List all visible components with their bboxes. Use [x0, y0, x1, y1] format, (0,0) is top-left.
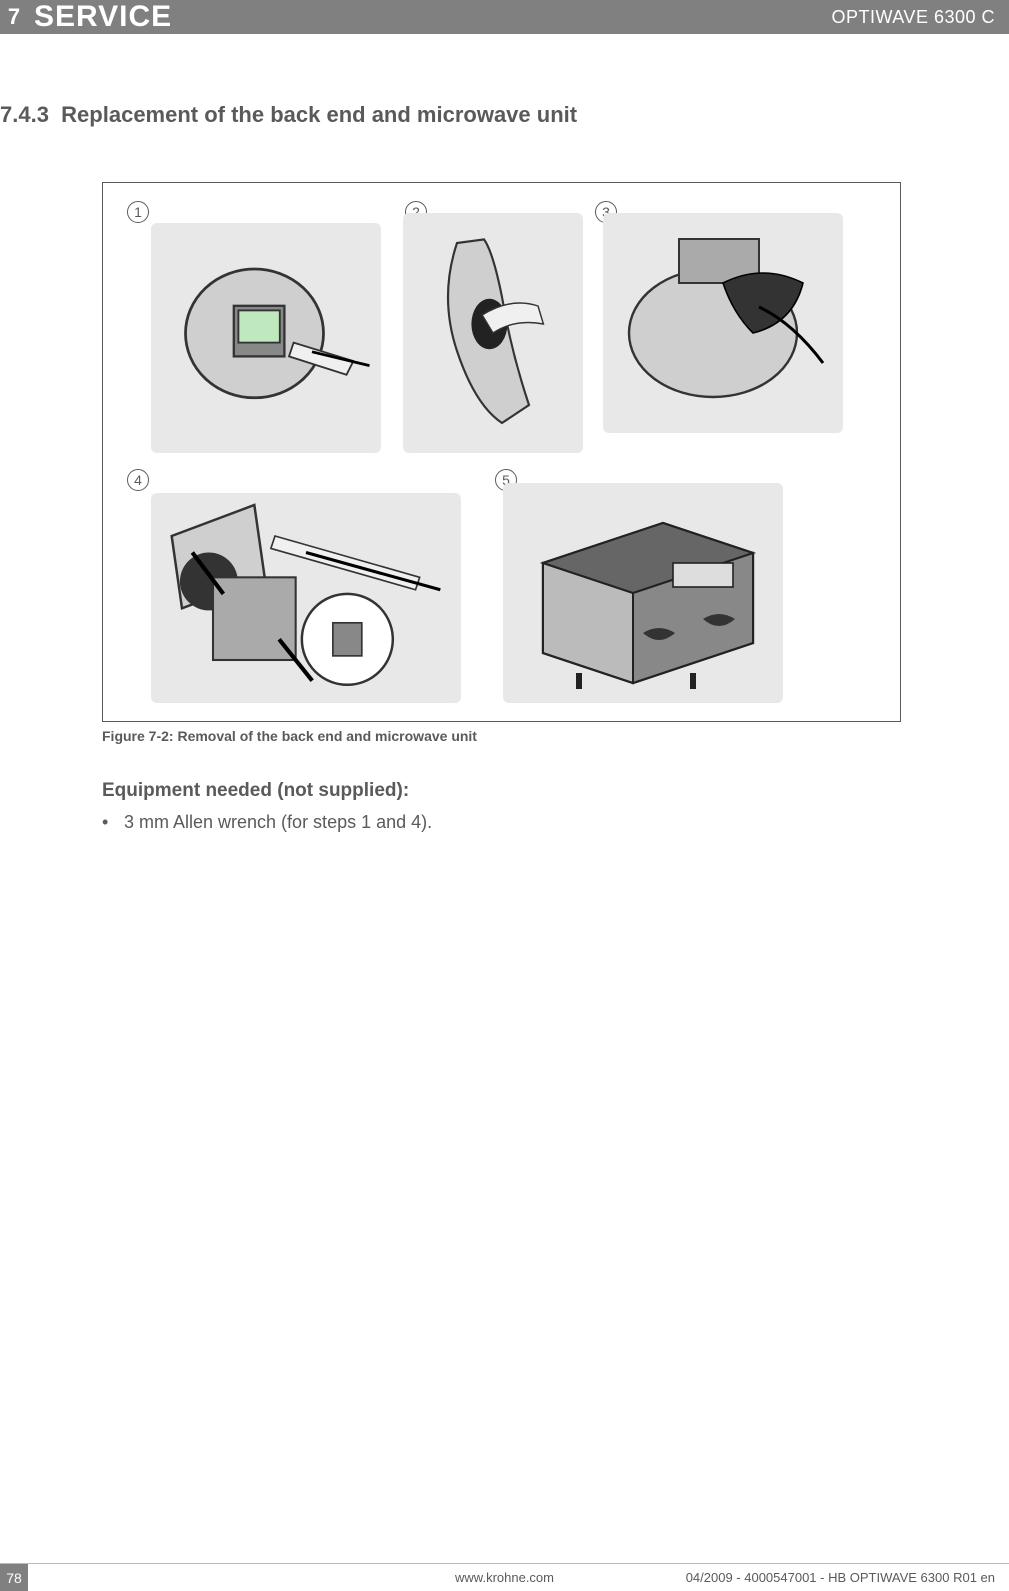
callout-1: 1: [127, 201, 149, 223]
page-header: 7 SERVICE OPTIWAVE 6300 C: [0, 0, 1009, 34]
equipment-list: 3 mm Allen wrench (for steps 1 and 4).: [102, 812, 1009, 833]
illustration-step-1: [151, 223, 381, 453]
chapter-number-box: 7: [0, 0, 28, 34]
illustration-step-2: [403, 213, 583, 453]
section-title: Replacement of the back end and microwav…: [61, 102, 577, 127]
header-spacer: [182, 0, 817, 34]
section-heading: 7.4.3 Replacement of the back end and mi…: [0, 102, 1009, 128]
chapter-number: 7: [8, 4, 20, 30]
product-name: OPTIWAVE 6300 C: [817, 0, 1009, 34]
illustration-step-3: [603, 213, 843, 433]
figure-caption: Figure 7-2: Removal of the back end and …: [102, 728, 1009, 744]
footer-doc-info: 04/2009 - 4000547001 - HB OPTIWAVE 6300 …: [686, 1570, 1009, 1585]
equipment-item: 3 mm Allen wrench (for steps 1 and 4).: [102, 812, 1009, 833]
illustration-step-4: [151, 493, 461, 703]
footer-url: www.krohne.com: [455, 1570, 554, 1585]
chapter-title: SERVICE: [28, 0, 182, 34]
section-number: 7.4.3: [0, 102, 49, 127]
figure-box: 1 2 3 4 5: [102, 182, 901, 722]
page-content: 7.4.3 Replacement of the back end and mi…: [0, 34, 1009, 833]
equipment-heading: Equipment needed (not supplied):: [102, 780, 1009, 802]
callout-4: 4: [127, 469, 149, 491]
page-number: 78: [0, 1564, 28, 1591]
illustration-step-5: [503, 483, 783, 703]
page-footer: 78 www.krohne.com 04/2009 - 4000547001 -…: [0, 1563, 1009, 1591]
